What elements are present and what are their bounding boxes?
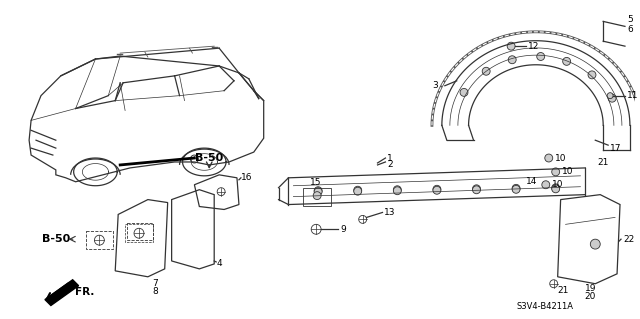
Circle shape <box>482 67 490 75</box>
Circle shape <box>512 185 520 193</box>
FancyArrowPatch shape <box>47 283 68 299</box>
Circle shape <box>354 186 362 194</box>
Circle shape <box>460 88 468 96</box>
Circle shape <box>563 57 571 65</box>
Text: B-50: B-50 <box>42 234 70 244</box>
Bar <box>86 231 113 249</box>
Text: 19: 19 <box>584 284 596 293</box>
Text: 14: 14 <box>526 177 538 186</box>
Circle shape <box>354 187 362 195</box>
Bar <box>303 188 331 205</box>
Circle shape <box>507 42 515 50</box>
Text: 15: 15 <box>310 178 322 187</box>
Text: 11: 11 <box>627 91 639 100</box>
Circle shape <box>537 53 545 61</box>
Circle shape <box>472 186 481 194</box>
Text: 21: 21 <box>597 159 609 167</box>
Text: 6: 6 <box>627 25 633 34</box>
Text: B-50: B-50 <box>195 153 223 163</box>
Text: 10: 10 <box>555 153 566 162</box>
Text: 10: 10 <box>562 167 573 176</box>
Text: 12: 12 <box>528 42 540 51</box>
Text: 2: 2 <box>387 160 393 169</box>
Bar <box>127 223 153 240</box>
Circle shape <box>433 185 441 193</box>
Text: 17: 17 <box>610 144 621 152</box>
Text: 5: 5 <box>627 15 633 24</box>
Text: 22: 22 <box>623 235 634 244</box>
Circle shape <box>394 187 401 195</box>
Text: 3: 3 <box>432 81 438 90</box>
Circle shape <box>608 94 616 102</box>
Circle shape <box>472 185 481 193</box>
Circle shape <box>542 181 550 189</box>
Text: 9: 9 <box>340 225 346 234</box>
Text: FR.: FR. <box>75 287 94 297</box>
Bar <box>125 224 153 242</box>
Text: 7: 7 <box>152 279 157 288</box>
Circle shape <box>314 187 322 195</box>
Circle shape <box>314 188 322 196</box>
Text: 21: 21 <box>557 286 569 295</box>
Circle shape <box>512 184 520 192</box>
Text: 20: 20 <box>585 292 596 301</box>
Circle shape <box>394 186 401 194</box>
Circle shape <box>588 71 596 79</box>
Circle shape <box>552 184 559 192</box>
Text: 10: 10 <box>552 180 563 189</box>
Text: 1: 1 <box>387 153 393 162</box>
Text: 8: 8 <box>152 287 157 296</box>
Text: 4: 4 <box>216 259 222 268</box>
Circle shape <box>433 186 441 194</box>
Circle shape <box>552 168 559 176</box>
Circle shape <box>545 154 553 162</box>
Circle shape <box>552 185 559 193</box>
Circle shape <box>508 56 516 64</box>
Text: 13: 13 <box>385 208 396 217</box>
Text: 16: 16 <box>241 173 252 182</box>
Circle shape <box>590 239 600 249</box>
Circle shape <box>607 93 613 99</box>
Circle shape <box>313 192 321 200</box>
Text: S3V4-B4211A: S3V4-B4211A <box>516 302 573 311</box>
Polygon shape <box>45 280 79 306</box>
